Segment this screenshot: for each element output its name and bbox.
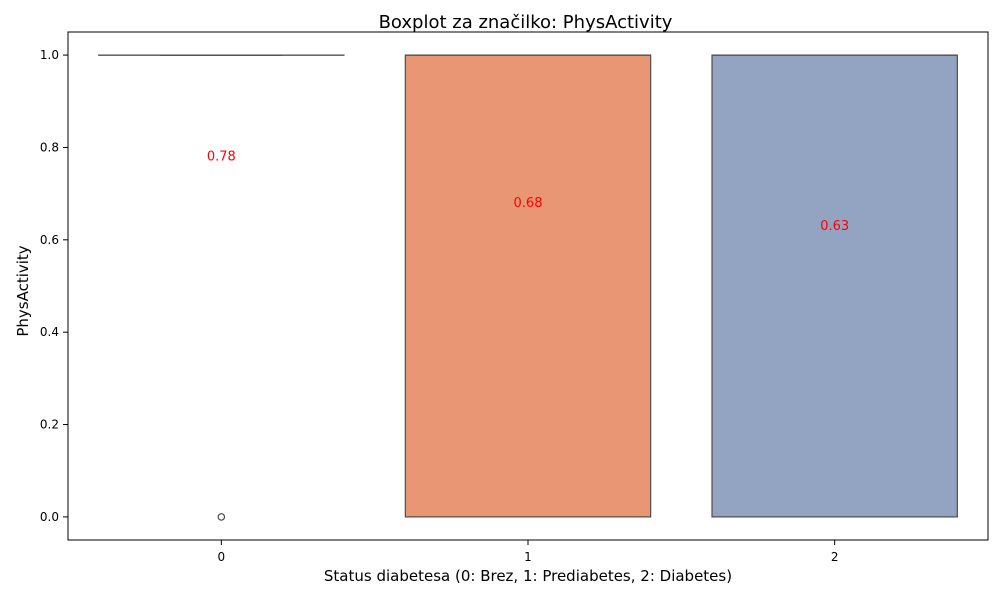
y-tick-label: 0.2 bbox=[40, 418, 59, 432]
x-axis-label: Status diabetesa (0: Brez, 1: Prediabete… bbox=[323, 567, 733, 585]
y-tick-label: 0.0 bbox=[40, 510, 59, 524]
chart-title: Boxplot za značilko: PhysActivity bbox=[378, 12, 673, 33]
y-axis-label: PhysActivity bbox=[14, 245, 32, 337]
y-tick-label: 0.8 bbox=[40, 140, 59, 154]
y-axis: 0.0 0.2 0.4 0.6 0.8 1.0 bbox=[40, 48, 68, 524]
boxes-layer bbox=[98, 54, 958, 521]
mean-label: 0.78 bbox=[207, 150, 236, 165]
mean-labels-layer: 0.78 0.68 0.63 bbox=[207, 150, 849, 234]
y-tick-label: 0.4 bbox=[40, 325, 59, 339]
box-2 bbox=[711, 54, 958, 518]
x-axis: 0 1 2 bbox=[218, 540, 839, 564]
mean-label: 0.63 bbox=[820, 219, 849, 234]
x-tick-label: 2 bbox=[831, 550, 839, 564]
plot-frame bbox=[67, 31, 989, 541]
mean-label: 0.68 bbox=[514, 196, 543, 211]
x-tick-label: 1 bbox=[524, 550, 532, 564]
y-tick-label: 0.6 bbox=[40, 233, 59, 247]
outlier-point bbox=[217, 513, 226, 521]
box-1 bbox=[404, 54, 652, 518]
y-tick-label: 1.0 bbox=[40, 48, 59, 62]
x-tick-label: 0 bbox=[218, 550, 226, 564]
